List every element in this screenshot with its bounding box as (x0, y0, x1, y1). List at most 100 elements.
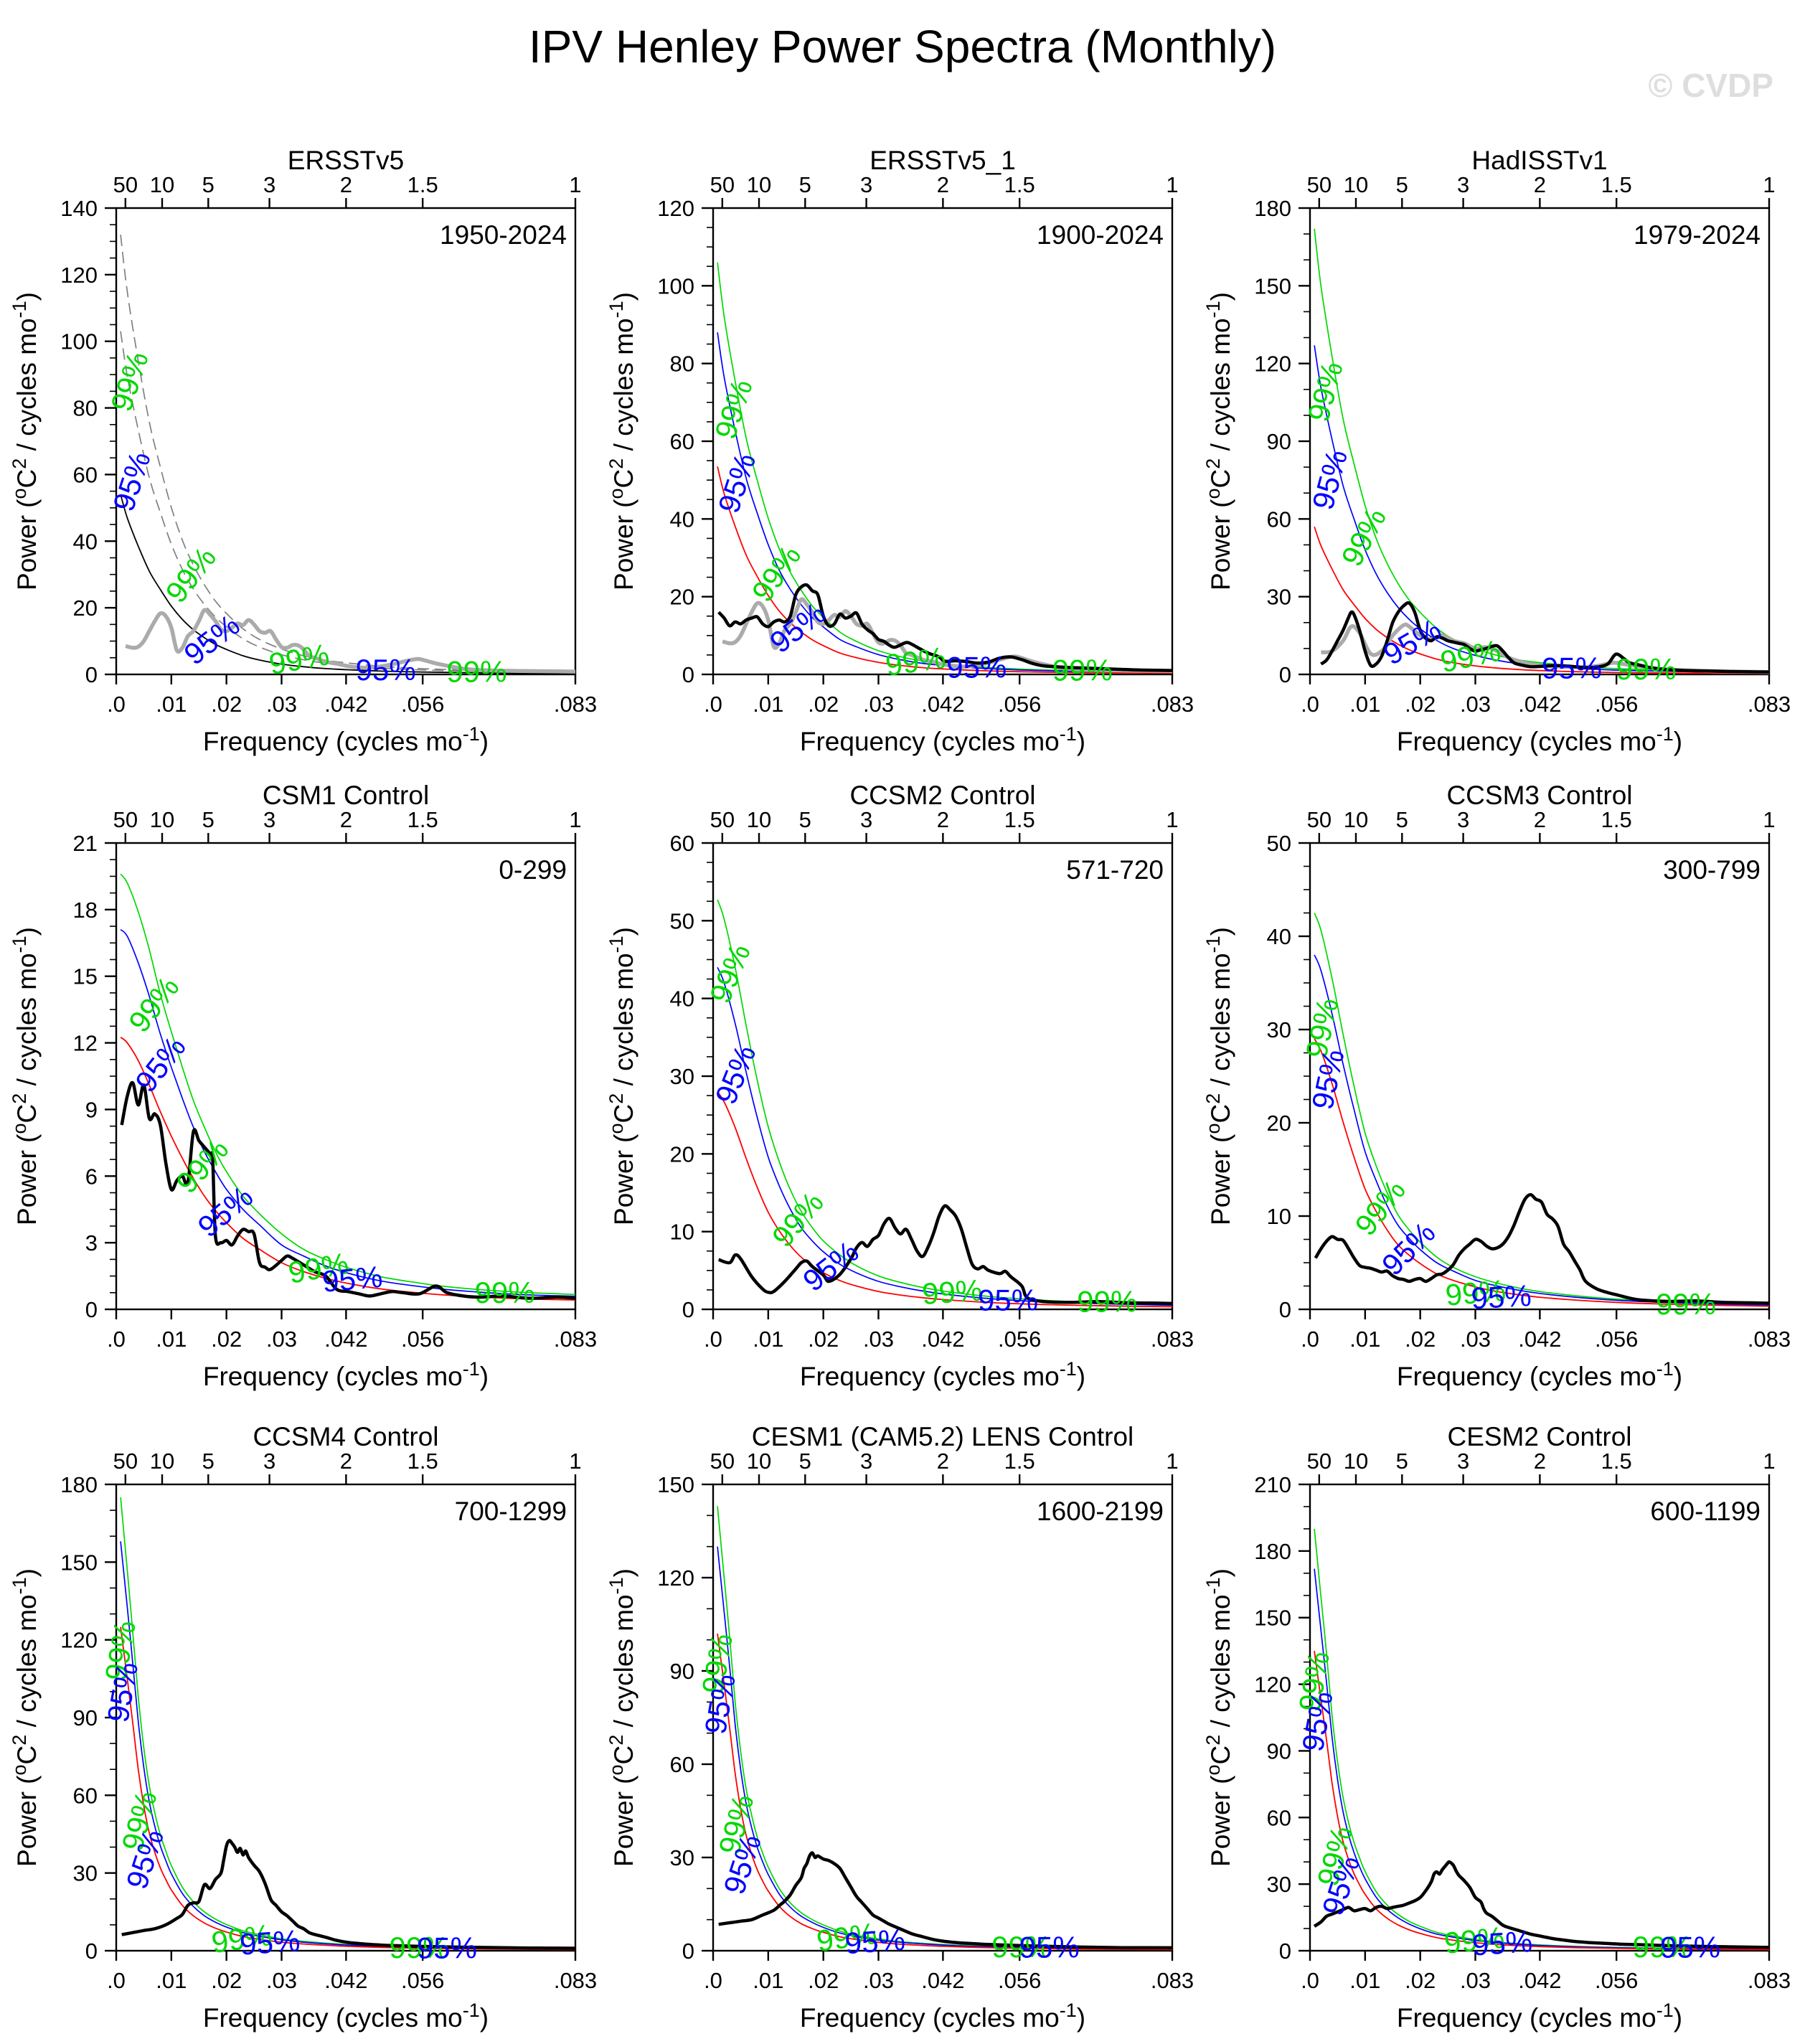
y-tick-label: 50 (670, 908, 694, 933)
period-tick-label: 50 (1307, 1449, 1332, 1474)
x-tick-label: .083 (1748, 692, 1791, 717)
period-tick-label: 2 (340, 172, 352, 197)
x-axis-title: Frequency (cycles mo-1) (203, 723, 489, 756)
x-tick-label: .03 (266, 692, 297, 717)
x-tick-label: .083 (554, 1327, 597, 1352)
y-tick-label: 0 (682, 1297, 694, 1322)
x-tick-label: .0 (1301, 692, 1319, 717)
y-tick-label: 60 (670, 831, 694, 856)
y-tick-label: 40 (670, 507, 694, 532)
spectrum-line (717, 583, 1173, 672)
period-tick-label: 5 (202, 1449, 215, 1474)
y-tick-label: 120 (60, 263, 98, 288)
rednoise-fit-line (120, 1626, 576, 1951)
range-label: 1600-2199 (1037, 1497, 1164, 1526)
period-tick-label: 2 (937, 807, 949, 832)
conf95-line (1314, 954, 1770, 1306)
y-axis-title: Power (oC2 / cycles mo-1) (9, 292, 42, 590)
y-tick-label: 10 (1267, 1204, 1291, 1229)
spectrum-line (1320, 601, 1770, 674)
y-tick-label: 20 (73, 595, 98, 621)
x-axis-bottom: .0 .01 .02 .03 .042 .056 .083 (704, 1951, 1194, 1993)
spectrum-line (121, 1839, 576, 1950)
x-axis-top-period: 50 10 5 3 2 1.5 1 (1307, 807, 1776, 843)
x-tick-label: .02 (1405, 1968, 1436, 1993)
x-tick-label: .01 (156, 1327, 187, 1352)
y-tick-label: 15 (73, 964, 98, 989)
x-axis-top-period: 50 10 5 3 2 1.5 1 (1307, 172, 1776, 208)
y-tick-label: 3 (85, 1230, 98, 1256)
significance-label: 95% (321, 1260, 384, 1299)
conf95-line (120, 331, 576, 673)
x-tick-label: .0 (107, 1327, 126, 1352)
significance-label: 99% (1444, 1273, 1507, 1312)
y-tick-label: 120 (1254, 1672, 1291, 1697)
y-tick-label: 100 (657, 273, 694, 298)
y-tick-label: 9 (85, 1097, 98, 1122)
panel-title: CSM1 Control (263, 781, 429, 810)
y-tick-label: 20 (1267, 1111, 1291, 1136)
y-tick-label: 100 (60, 329, 98, 354)
y-tick-label: 40 (73, 529, 98, 554)
range-label: 700-1299 (455, 1497, 567, 1526)
x-tick-label: .01 (1349, 692, 1380, 717)
x-tick-label: .042 (921, 1327, 964, 1352)
significance-label: 99% (1633, 1930, 1693, 1964)
y-tick-label: 90 (670, 1659, 694, 1684)
y-tick-label: 0 (1279, 1297, 1291, 1322)
x-axis-title: Frequency (cycles mo-1) (800, 1358, 1085, 1391)
x-tick-label: .0 (704, 692, 722, 717)
x-tick-label: .042 (1518, 1327, 1561, 1352)
period-tick-label: 1.5 (1004, 1449, 1035, 1474)
y-tick-label: 0 (682, 1939, 694, 1964)
significance-label: 99% (991, 1930, 1052, 1964)
y-tick-label: 210 (1254, 1472, 1291, 1497)
significance-label: 95% (946, 650, 1007, 684)
period-tick-label: 3 (860, 1449, 872, 1474)
y-tick-label: 120 (60, 1628, 98, 1653)
y-axis-title: Power (oC2 / cycles mo-1) (1202, 1568, 1235, 1867)
period-tick-label: 2 (937, 1449, 949, 1474)
y-tick-label: 20 (670, 585, 694, 610)
x-tick-label: .03 (863, 692, 894, 717)
y-tick-label: 18 (73, 898, 98, 923)
y-tick-label: 0 (85, 662, 98, 687)
x-axis-top-period: 50 10 5 3 2 1.5 1 (113, 172, 582, 208)
rednoise-fit-line (717, 1633, 1173, 1951)
x-axis-bottom: .0 .01 .02 .03 .042 .056 .083 (107, 1951, 597, 1993)
y-tick-label: 90 (1267, 429, 1291, 454)
period-tick-label: 3 (860, 807, 872, 832)
significance-label: 95% (1019, 1930, 1080, 1964)
x-axis-top-period: 50 10 5 3 2 1.5 1 (1307, 1449, 1776, 1484)
panel-title: ERSSTv5_1 (869, 146, 1016, 175)
conf95-line (120, 929, 576, 1297)
period-tick-label: 3 (1457, 807, 1469, 832)
period-tick-label: 1 (1763, 807, 1775, 832)
period-tick-label: 1 (569, 807, 581, 832)
period-tick-label: 1 (1763, 172, 1775, 197)
range-label: 1900-2024 (1037, 220, 1164, 250)
period-tick-label: 50 (1307, 172, 1332, 197)
x-tick-label: .03 (863, 1968, 894, 1993)
significance-label: 99% (1616, 652, 1677, 686)
rednoise-fit-line (120, 494, 576, 674)
x-tick-label: .01 (156, 1968, 187, 1993)
period-tick-label: 50 (710, 172, 735, 197)
y-tick-label: 12 (73, 1031, 98, 1056)
period-tick-label: 50 (113, 1449, 138, 1474)
x-tick-label: .056 (401, 692, 444, 717)
y-tick-label: 180 (60, 1472, 98, 1497)
significance-label: 99% (921, 1273, 984, 1311)
period-tick-label: 5 (799, 807, 811, 832)
x-tick-label: .083 (1151, 1968, 1194, 1993)
significance-label: 95% (417, 1931, 477, 1965)
x-axis-top-period: 50 10 5 3 2 1.5 1 (710, 172, 1179, 208)
x-tick-label: .042 (324, 692, 367, 717)
y-tick-label: 120 (657, 196, 694, 221)
x-tick-label: .083 (554, 1968, 597, 1993)
spectrum-line (1313, 1860, 1770, 1949)
significance-label: 99% (390, 1931, 450, 1964)
x-tick-label: .01 (156, 692, 187, 717)
y-axis-title: Power (oC2 / cycles mo-1) (1202, 927, 1235, 1225)
